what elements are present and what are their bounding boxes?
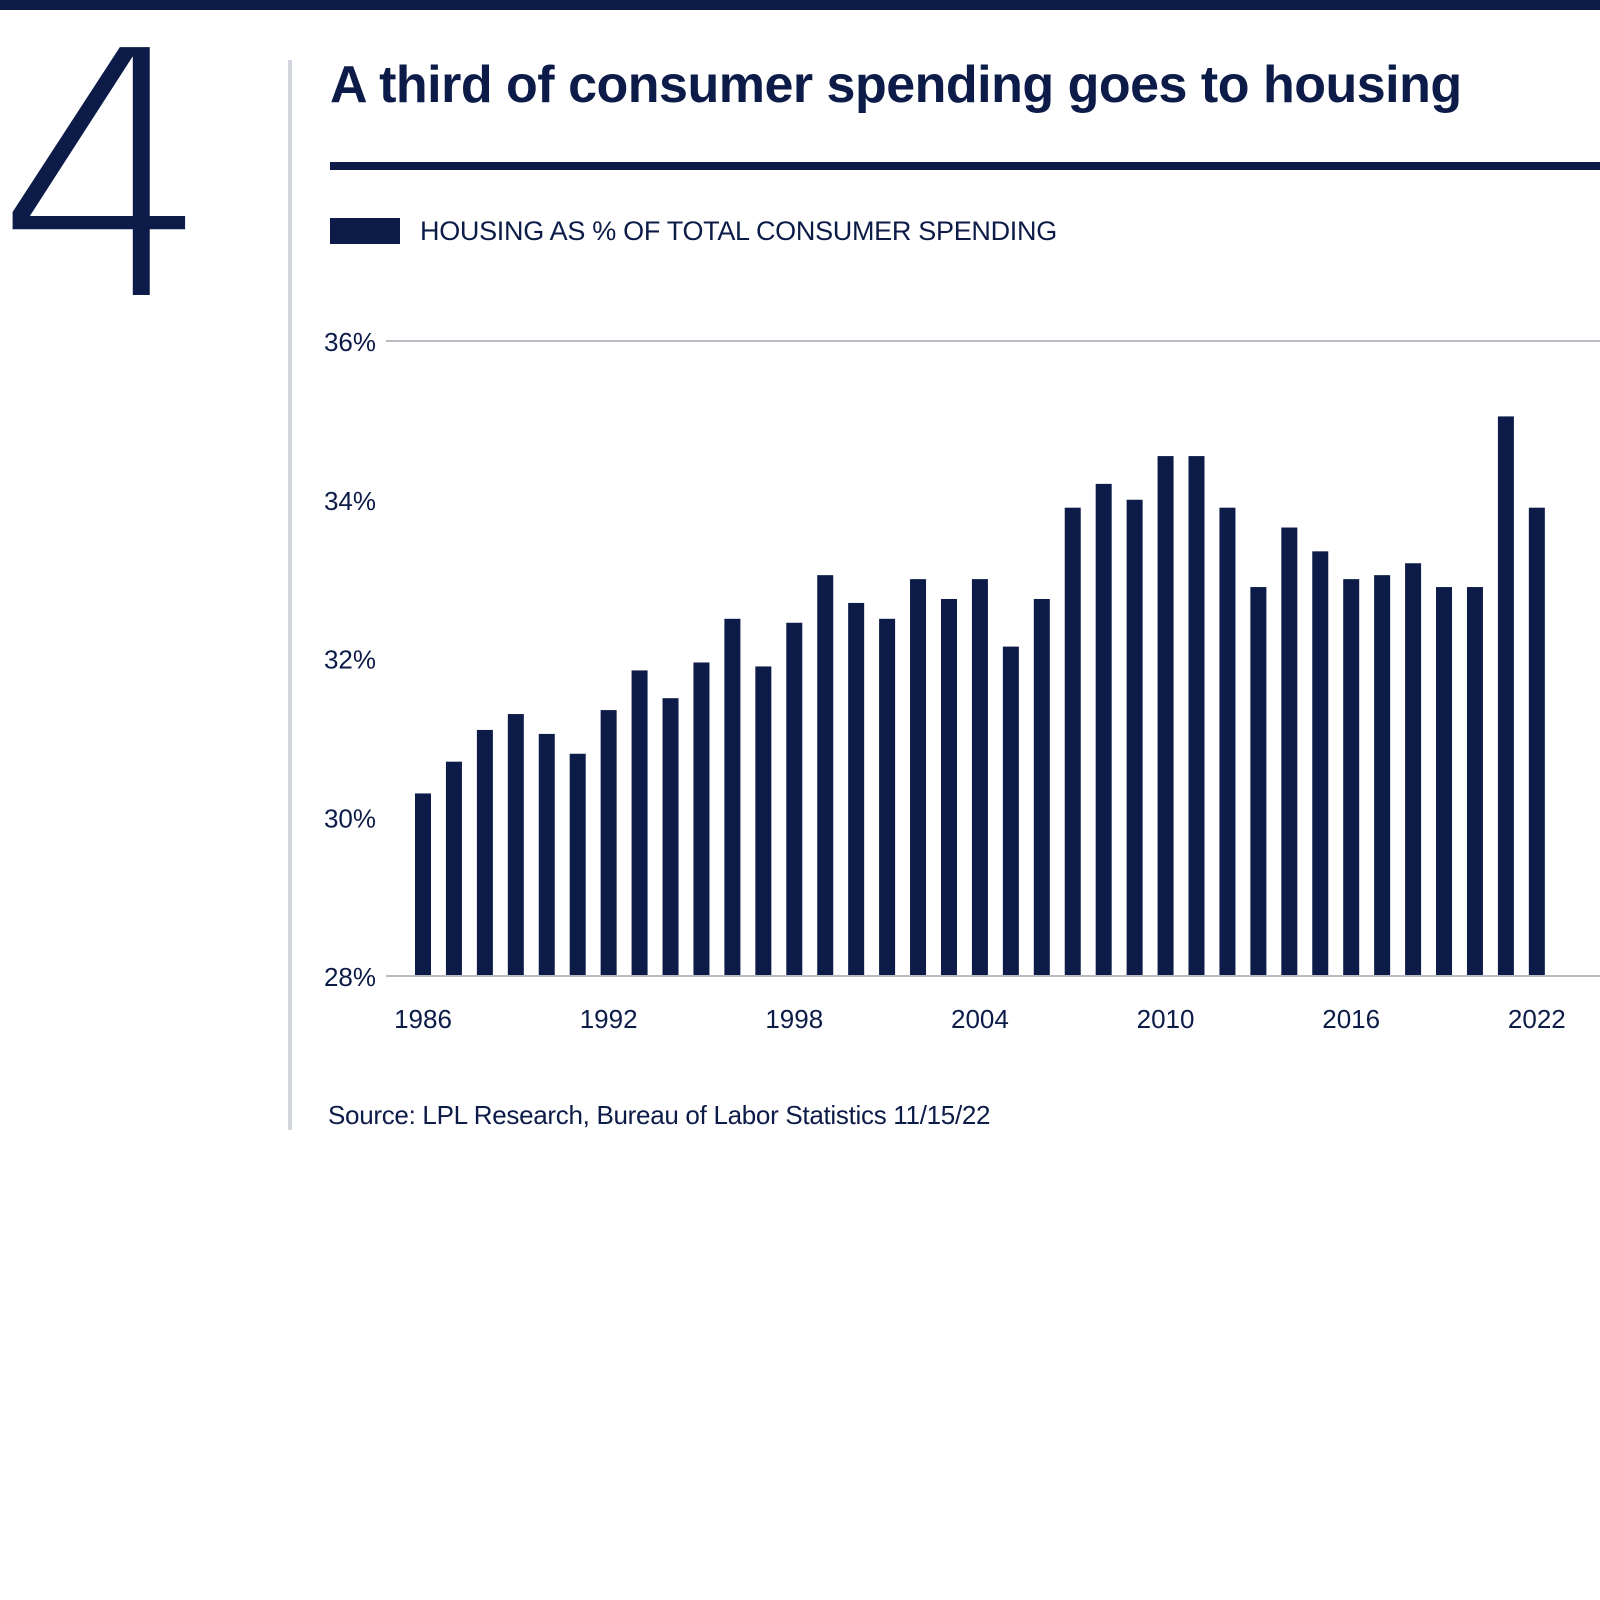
bar-2004 <box>971 579 988 977</box>
top-accent-bar <box>0 0 1600 10</box>
x-tick-label: 1986 <box>394 1004 452 1034</box>
bar-2019 <box>1436 587 1453 976</box>
y-tick-label: 32% <box>324 645 376 675</box>
bar-2021 <box>1497 416 1514 976</box>
bar-2011 <box>1188 456 1205 977</box>
bar-1989 <box>507 714 524 976</box>
bar-2010 <box>1157 456 1174 977</box>
bar-2012 <box>1219 507 1236 976</box>
legend-swatch <box>330 218 400 244</box>
bar-2014 <box>1281 527 1298 976</box>
bar-2016 <box>1343 579 1360 977</box>
x-tick-label: 2004 <box>951 1004 1009 1034</box>
title-underline <box>330 162 1600 170</box>
bar-2009 <box>1126 499 1143 976</box>
bar-2006 <box>1033 598 1050 976</box>
y-tick-label: 34% <box>324 486 376 516</box>
bar-1997 <box>755 666 772 976</box>
chart-title: A third of consumer spending goes to hou… <box>330 56 1462 114</box>
bar-1992 <box>600 710 617 976</box>
bar-1995 <box>693 662 710 976</box>
bar-1990 <box>538 733 555 976</box>
bar-2001 <box>879 618 896 976</box>
x-tick-label: 1992 <box>580 1004 638 1034</box>
bar-1991 <box>569 753 586 976</box>
bar-2007 <box>1064 507 1081 976</box>
bar-2002 <box>910 579 927 977</box>
source-note: Source: LPL Research, Bureau of Labor St… <box>328 1100 991 1130</box>
y-axis-labels: 36% 34% 32% 30% 28% <box>324 327 376 992</box>
bar-1999 <box>817 575 834 976</box>
legend-label: HOUSING AS % OF TOTAL CONSUMER SPENDING <box>420 215 1057 246</box>
bar-1998 <box>786 622 803 976</box>
bar-2022 <box>1528 507 1545 976</box>
bar-2017 <box>1374 575 1391 976</box>
bar-1993 <box>631 670 648 976</box>
x-tick-label: 2022 <box>1508 1004 1566 1034</box>
chart-legend: HOUSING AS % OF TOTAL CONSUMER SPENDING <box>330 214 1057 248</box>
y-tick-label: 28% <box>324 962 376 992</box>
vertical-divider <box>288 60 292 1130</box>
y-tick-label: 30% <box>324 803 376 833</box>
bar-2008 <box>1095 483 1112 976</box>
bar-2003 <box>940 598 957 976</box>
bar-2018 <box>1405 563 1422 976</box>
x-axis-labels: 1986 1992 1998 2004 2010 2016 2022 <box>394 1004 1566 1034</box>
bar-2013 <box>1250 587 1267 976</box>
x-tick-label: 1998 <box>765 1004 823 1034</box>
bar-2000 <box>848 602 865 976</box>
section-number: 4 <box>0 0 212 376</box>
bars <box>415 416 1545 977</box>
bar-1987 <box>445 761 462 976</box>
bar-2015 <box>1312 551 1329 976</box>
bar-1996 <box>724 618 741 976</box>
bar-1988 <box>476 729 493 976</box>
y-tick-label: 36% <box>324 327 376 357</box>
x-tick-label: 2010 <box>1137 1004 1195 1034</box>
bar-2020 <box>1466 587 1483 976</box>
bar-1986 <box>415 793 431 976</box>
x-tick-label: 2016 <box>1322 1004 1380 1034</box>
bar-1994 <box>662 698 679 976</box>
bar-2005 <box>1002 646 1019 976</box>
